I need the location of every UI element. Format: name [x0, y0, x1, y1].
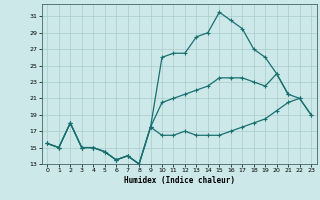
- X-axis label: Humidex (Indice chaleur): Humidex (Indice chaleur): [124, 176, 235, 185]
